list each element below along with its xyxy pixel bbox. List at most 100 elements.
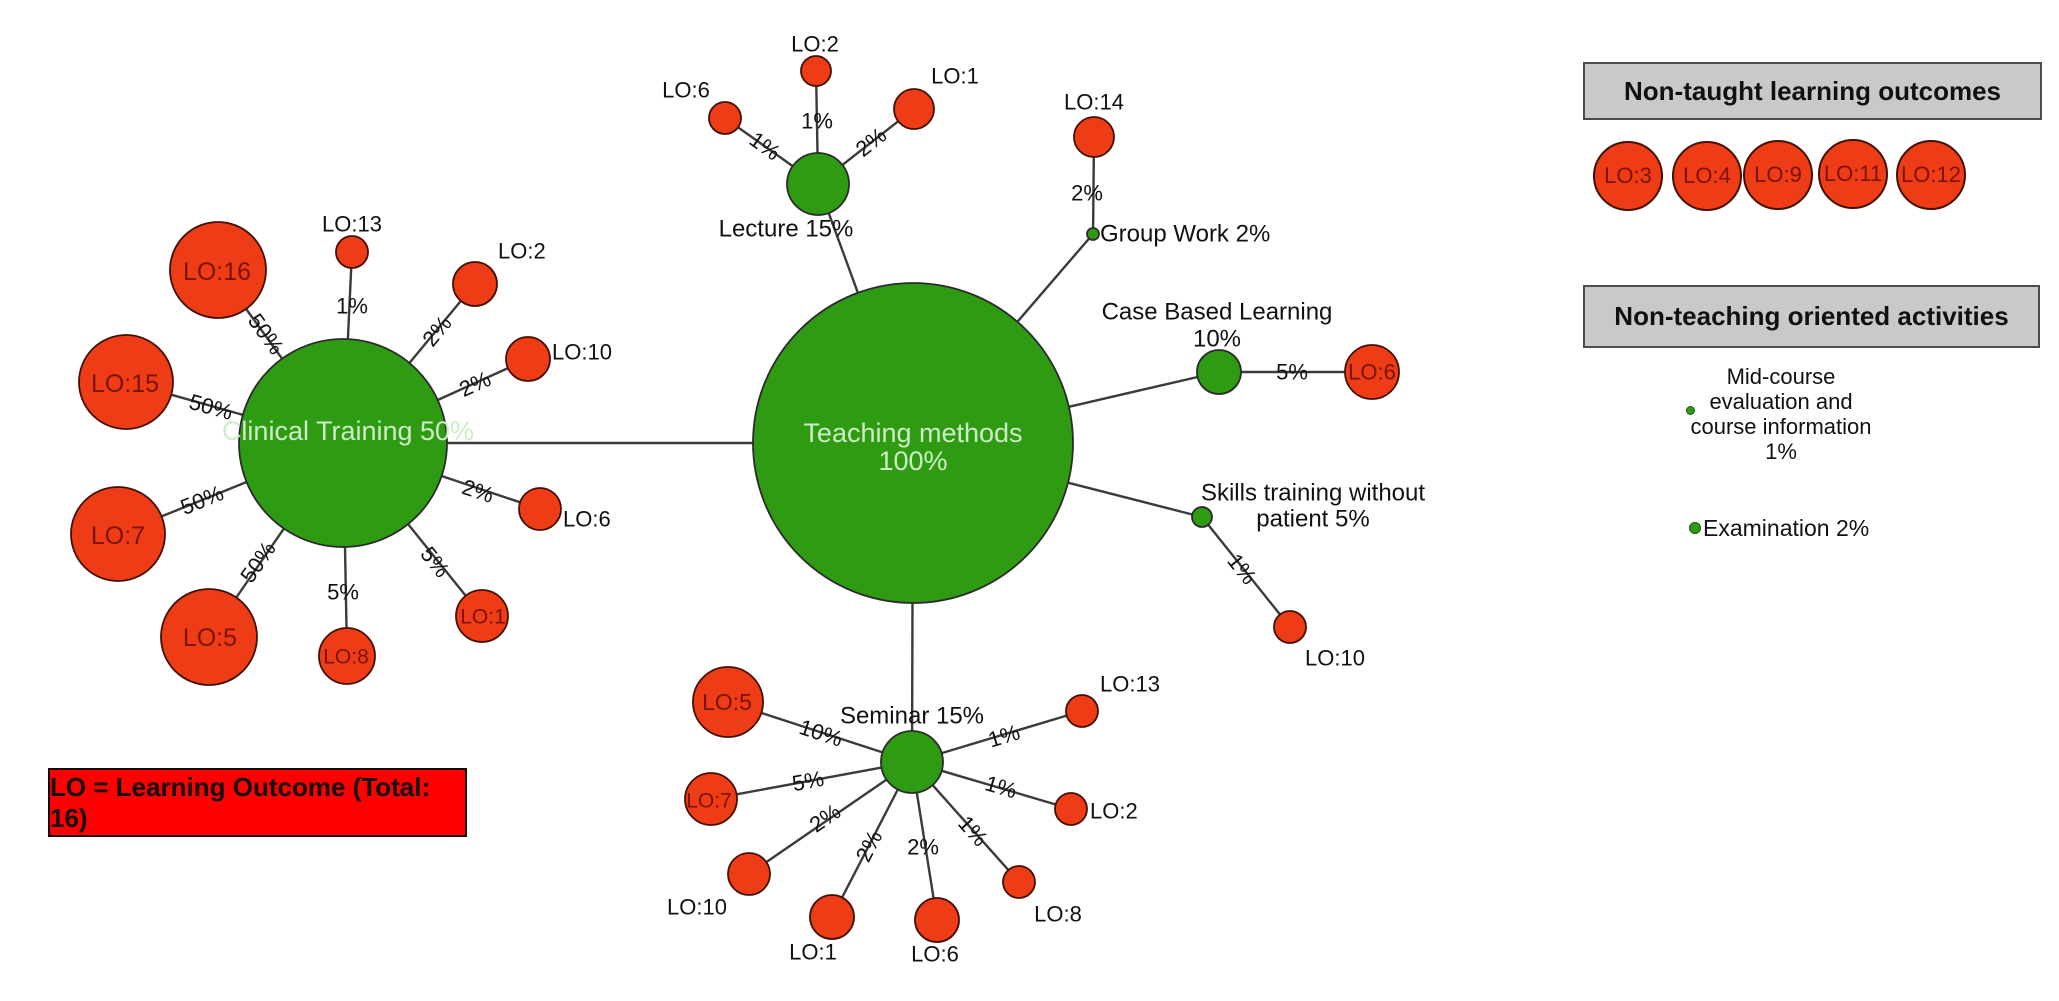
label-groupwork: Group Work 2% — [1100, 221, 1270, 248]
label-clinical: Clinical Training 50% — [222, 416, 474, 446]
label-s_lo7: LO:7 — [686, 790, 732, 813]
label-lec_lo1: LO:1 — [931, 64, 979, 89]
label-c_lo16: LO:16 — [183, 258, 251, 286]
edge-label-clinical-c_lo7: 50% — [177, 480, 227, 520]
label-s_lo5: LO:5 — [702, 689, 752, 715]
edge-label-clinical-c_lo8: 5% — [327, 580, 359, 605]
label-c_lo5: LO:5 — [183, 624, 237, 652]
edge-clinical-c_lo10 — [437, 367, 509, 402]
edge-seminar-s_lo7 — [736, 766, 882, 796]
node-c_lo7 — [70, 486, 166, 582]
node-c_lo2 — [452, 261, 498, 307]
label-s_lo2: LO:2 — [1090, 799, 1138, 824]
node-c_lo10 — [505, 336, 551, 382]
edge-clinical-c_lo1 — [407, 523, 467, 597]
edge-seminar-s_lo5 — [760, 711, 883, 754]
node-s_lo5 — [692, 666, 764, 738]
label-lec_lo6: LO:6 — [662, 78, 710, 103]
edge-label-clinical-c_lo10: 2% — [455, 366, 494, 402]
non-taught-lo12: LO:12 — [1896, 140, 1966, 210]
edge-lecture-lec_lo6 — [737, 126, 794, 168]
edge-teaching-lecture — [827, 212, 860, 294]
node-s_lo6 — [914, 897, 960, 943]
edge-label-clinical-c_lo13: 1% — [336, 294, 368, 319]
non-taught-lo12-label: LO:12 — [1901, 162, 1961, 187]
node-clinical — [238, 338, 448, 548]
node-lecture — [786, 152, 850, 216]
non-taught-lo3: LO:3 — [1593, 141, 1663, 211]
node-s_lo1 — [809, 894, 855, 940]
node-lo14 — [1073, 116, 1115, 158]
edge-clinical-c_lo16 — [245, 308, 284, 360]
label-c_lo7: LO:7 — [91, 522, 145, 550]
edge-label-lecture-lec_lo2: 1% — [801, 109, 833, 134]
edge-label-lo14-groupwork: 2% — [1071, 181, 1103, 206]
edge-label-clinical-c_lo6: 2% — [459, 474, 497, 508]
edge-seminar-s_lo13 — [941, 714, 1068, 755]
midcourse-line-1: Mid-course — [1726, 364, 1836, 389]
label-teaching-2: 100% — [878, 446, 947, 476]
edge-seminar-s_lo1 — [841, 788, 899, 899]
edge-seminar-s_lo10 — [765, 778, 888, 864]
non-taught-title: Non-taught learning outcomes — [1624, 75, 2001, 106]
examination-item: Examination 2% — [1703, 515, 1870, 541]
label-cbl-1: Case Based Learning — [1102, 299, 1333, 326]
edge-label-seminar-s_lo6: 2% — [907, 835, 939, 860]
edge-clinical-c_lo7 — [161, 480, 248, 518]
label-c_lo10: LO:10 — [552, 340, 612, 365]
node-c_lo13 — [335, 235, 369, 269]
activities-title: Non-teaching oriented activities — [1614, 301, 2009, 331]
node-c_lo1 — [455, 589, 509, 643]
non-taught-lo4: LO:4 — [1672, 141, 1742, 211]
label-sk_lo10: LO:10 — [1305, 646, 1365, 671]
label-c_lo1: LO:1 — [460, 606, 506, 629]
node-s_lo10 — [727, 852, 771, 896]
edge-lo14-groupwork — [1091, 156, 1095, 229]
node-lec_lo1 — [893, 88, 935, 130]
node-cbl — [1196, 349, 1242, 395]
node-lec_lo6 — [708, 101, 742, 135]
node-teaching — [752, 282, 1074, 604]
label-seminar: Seminar 15% — [840, 703, 984, 730]
midcourse-line-3: course information — [1690, 414, 1872, 439]
edge-label-seminar-s_lo7: 5% — [790, 766, 826, 796]
legend-text: LO = Learning Outcome (Total: 16) — [50, 771, 431, 833]
node-lec_lo2 — [800, 55, 832, 87]
edge-clinical-c_lo2 — [408, 300, 462, 364]
edge-lecture-lec_lo1 — [841, 120, 899, 166]
node-c_lo5 — [160, 588, 258, 686]
label-c_lo2: LO:2 — [498, 239, 546, 264]
label-c_lo15: LO:15 — [91, 370, 159, 398]
label-skills-2: patient 5% — [1256, 506, 1369, 533]
label-c_lo8: LO:8 — [323, 646, 369, 669]
midcourse-item: Mid-course evaluation and course informa… — [1690, 364, 1872, 464]
label-s_lo8: LO:8 — [1034, 902, 1082, 927]
edge-label-lecture-lec_lo6: 1% — [745, 127, 785, 166]
examination-dot-icon — [1689, 522, 1701, 534]
edge-teaching-skills — [1067, 481, 1193, 516]
node-s_lo7 — [684, 772, 738, 826]
label-s_lo13: LO:13 — [1100, 672, 1160, 697]
non-taught-lo9: LO:9 — [1743, 140, 1813, 210]
label-c_lo6: LO:6 — [563, 507, 611, 532]
node-c_lo16 — [169, 221, 267, 319]
edge-label-seminar-s_lo5: 10% — [796, 714, 846, 751]
node-c_lo8 — [318, 627, 376, 685]
node-skills — [1191, 506, 1213, 528]
label-skills-1: Skills training without — [1201, 480, 1425, 507]
edge-label-seminar-s_lo2: 1% — [982, 770, 1020, 803]
activities-header: Non-teaching oriented activities — [1583, 285, 2040, 348]
edge-clinical-c_lo6 — [441, 474, 521, 504]
label-c_lo13: LO:13 — [322, 212, 382, 237]
label-teaching-1: Teaching methods — [803, 418, 1022, 448]
non-taught-lo9-label: LO:9 — [1754, 162, 1802, 187]
label-lecture: Lecture 15% — [719, 216, 854, 243]
edge-seminar-s_lo6 — [915, 792, 935, 899]
edge-clinical-c_lo5 — [235, 527, 285, 599]
edge-teaching-cbl — [1068, 375, 1198, 408]
label-cbl-2: 10% — [1193, 326, 1241, 353]
midcourse-line-4: 1% — [1765, 439, 1797, 464]
node-sk_lo10 — [1273, 610, 1307, 644]
